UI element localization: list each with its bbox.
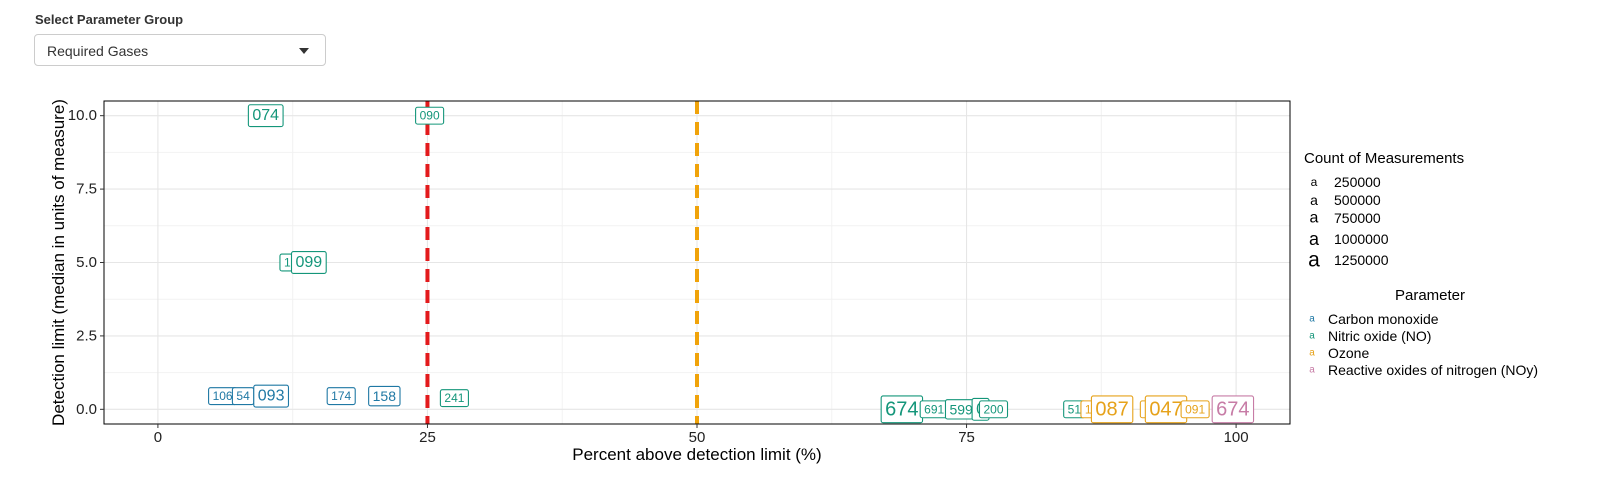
data-point-box xyxy=(978,400,1009,419)
parameter-group-select[interactable]: Required Gases xyxy=(34,34,326,66)
size-legend-key: a xyxy=(1311,175,1318,189)
color-legend-key: a xyxy=(1309,365,1315,376)
data-point: 241 xyxy=(439,389,469,408)
data-point: 674 xyxy=(880,395,924,424)
color-legend-label: Ozone xyxy=(1328,345,1369,361)
data-point-label: 674 xyxy=(885,398,918,420)
color-legend-label: Carbon monoxide xyxy=(1328,311,1439,327)
size-legend-key: a xyxy=(1309,229,1320,249)
data-point-label: 54 xyxy=(236,389,250,403)
x-tick-label: 0 xyxy=(154,429,162,446)
data-point-box xyxy=(290,251,327,274)
size-legend-label: 250000 xyxy=(1334,174,1381,190)
data-point-label: 200 xyxy=(983,402,1003,416)
data-point: 091 xyxy=(1180,400,1210,419)
color-legend-label: Reactive oxides of nitrogen (NOy) xyxy=(1328,362,1538,378)
data-point-box xyxy=(326,387,356,406)
data-point: 047 xyxy=(1144,395,1188,424)
data-point-label: 674 xyxy=(1216,398,1249,420)
data-point-label: 1 xyxy=(284,256,291,270)
data-point-box xyxy=(368,385,401,407)
data-point: 090 xyxy=(415,106,445,125)
color-legend-key: a xyxy=(1309,314,1315,325)
chevron-down-icon xyxy=(299,48,309,54)
data-point-box xyxy=(415,106,445,125)
size-legend-label: 1250000 xyxy=(1334,252,1389,268)
data-point: 158 xyxy=(368,385,401,407)
data-point-box xyxy=(439,389,469,408)
y-tick-label: 10.0 xyxy=(68,107,97,124)
color-legend-label: Nitric oxide (NO) xyxy=(1328,328,1431,344)
x-tick-label: 100 xyxy=(1224,429,1249,446)
data-point-box xyxy=(253,384,290,408)
data-point: 200 xyxy=(978,400,1009,419)
data-point-label: 691 xyxy=(924,402,944,416)
x-tick-label: 50 xyxy=(689,429,706,446)
data-point-label: 090 xyxy=(420,109,440,123)
data-point-label: 099 xyxy=(296,254,323,271)
data-point-label: 091 xyxy=(1185,402,1205,416)
size-legend-label: 750000 xyxy=(1334,210,1381,226)
size-legend-label: 500000 xyxy=(1334,192,1381,208)
data-point-label: 047 xyxy=(1149,398,1182,420)
parameter-group-label: Select Parameter Group xyxy=(35,12,184,27)
data-point-label: 158 xyxy=(373,388,397,404)
data-point: 174 xyxy=(326,387,356,406)
y-tick-label: 2.5 xyxy=(76,327,97,344)
data-point: 099 xyxy=(290,251,327,274)
data-point: 106 xyxy=(208,387,238,406)
size-legend-key: a xyxy=(1310,192,1318,208)
data-point-label: 599 xyxy=(949,401,973,417)
size-legend-key: a xyxy=(1308,249,1320,272)
color-legend-key: a xyxy=(1309,348,1315,359)
color-legend-key: a xyxy=(1309,331,1315,342)
data-point: 087 xyxy=(1090,395,1134,424)
x-tick-label: 75 xyxy=(958,429,975,446)
data-point: 599 xyxy=(944,399,978,420)
data-point: 51 xyxy=(1063,400,1086,419)
size-legend-label: 1000000 xyxy=(1334,231,1389,247)
data-point-box xyxy=(1180,400,1210,419)
data-point-label: 106 xyxy=(213,389,233,403)
data-point-box xyxy=(1090,395,1134,424)
parameter-group-selected-value: Required Gases xyxy=(47,43,149,59)
data-point-label: 093 xyxy=(258,388,285,405)
data-point-label: 51 xyxy=(1068,402,1082,416)
data-point: 074 xyxy=(247,104,284,128)
data-point: 54 xyxy=(231,387,255,406)
size-legend-title: Count of Measurements xyxy=(1304,150,1464,167)
y-tick-label: 5.0 xyxy=(76,254,97,271)
y-tick-label: 0.0 xyxy=(76,401,97,418)
size-legend-key: a xyxy=(1310,210,1319,227)
data-point: 674 xyxy=(1211,395,1255,424)
data-point-box xyxy=(247,104,284,128)
x-axis-title: Percent above detection limit (%) xyxy=(572,445,821,464)
y-tick-label: 7.5 xyxy=(76,181,97,198)
color-legend-title: Parameter xyxy=(1395,287,1465,304)
data-point-box xyxy=(1211,395,1255,424)
data-point: 093 xyxy=(253,384,290,408)
data-point-label: 074 xyxy=(252,107,279,124)
data-point-label: 174 xyxy=(331,389,351,403)
y-axis-title: Detection limit (median in units of meas… xyxy=(49,99,68,426)
x-tick-label: 25 xyxy=(419,429,436,446)
data-point-label: 087 xyxy=(1095,398,1128,420)
data-point-label: 241 xyxy=(444,391,464,405)
data-point: 691 xyxy=(919,400,949,419)
